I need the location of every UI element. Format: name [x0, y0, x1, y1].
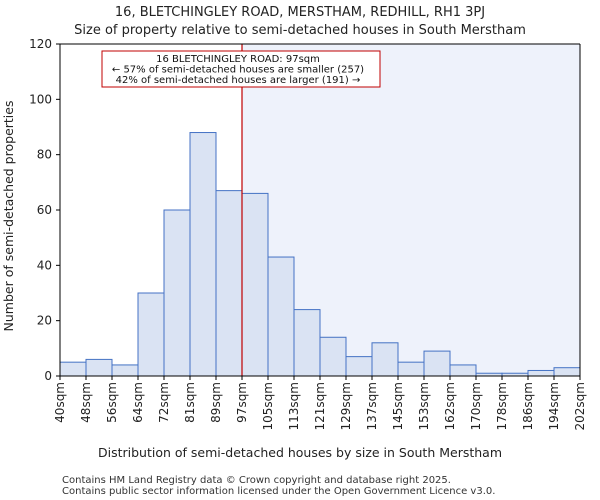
bar-153sqm	[423, 350, 451, 377]
chart-title-line-2: Size of property relative to semi-detach…	[74, 23, 526, 38]
bar-72sqm	[163, 209, 191, 377]
x-tick-label-137sqm: 137sqm	[365, 382, 379, 430]
bar-48sqm	[85, 358, 113, 377]
x-tick-label-153sqm: 153sqm	[417, 382, 431, 430]
x-tick-label-113sqm: 113sqm	[287, 382, 301, 430]
bar-97sqm	[241, 192, 269, 377]
bar-113sqm	[293, 309, 321, 377]
x-tick-label-48sqm: 48sqm	[79, 382, 93, 423]
y-axis-label: Number of semi-detached properties	[1, 101, 16, 332]
x-tick-label-105sqm: 105sqm	[261, 382, 275, 430]
x-tick-label-56sqm: 56sqm	[105, 382, 119, 423]
x-tick-label-40sqm: 40sqm	[53, 382, 67, 423]
x-tick-label-97sqm: 97sqm	[235, 382, 249, 423]
footer-attribution-2: Contains public sector information licen…	[62, 486, 495, 497]
x-tick-label-129sqm: 129sqm	[339, 382, 353, 430]
bar-162sqm	[449, 364, 477, 377]
chart-title-line-1: 16, BLETCHINGLEY ROAD, MERSTHAM, REDHILL…	[115, 5, 485, 20]
x-tick-label-81sqm: 81sqm	[183, 382, 197, 423]
bar-56sqm	[111, 364, 139, 377]
y-tick-label-120: 120	[29, 37, 52, 51]
x-tick-label-145sqm: 145sqm	[391, 382, 405, 430]
annotation-box	[101, 50, 381, 88]
y-tick-label-0: 0	[44, 369, 52, 383]
bar-40sqm	[59, 361, 87, 377]
x-tick-label-178sqm: 178sqm	[495, 382, 509, 430]
y-tick-label-100: 100	[29, 92, 52, 106]
bar-64sqm	[137, 292, 165, 377]
y-tick-label-80: 80	[37, 148, 52, 162]
x-tick-label-162sqm: 162sqm	[443, 382, 457, 430]
footer-attribution-1: Contains HM Land Registry data © Crown c…	[62, 475, 451, 486]
bar-105sqm	[267, 256, 295, 377]
x-tick-label-64sqm: 64sqm	[131, 382, 145, 423]
x-tick-label-170sqm: 170sqm	[469, 382, 483, 430]
bar-121sqm	[319, 336, 347, 377]
bar-194sqm	[553, 367, 581, 377]
x-tick-label-202sqm: 202sqm	[573, 382, 587, 430]
y-tick-label-60: 60	[37, 203, 52, 217]
annotation-line-3: 42% of semi-detached houses are larger (…	[116, 75, 361, 86]
bar-186sqm	[527, 369, 555, 377]
x-axis-label: Distribution of semi-detached houses by …	[98, 445, 502, 460]
annotation-line-1: 16 BLETCHINGLEY ROAD: 97sqm	[156, 54, 320, 65]
plot-area: 0 20 40 60 80 100 120 40sqm 48sqm 56sqm 64sqm 72sqm…	[29, 37, 587, 430]
bar-129sqm	[345, 356, 373, 377]
x-tick-label-194sqm: 194sqm	[547, 382, 561, 430]
x-tick-label-72sqm: 72sqm	[157, 382, 171, 423]
bar-89sqm	[215, 190, 243, 377]
x-tick-label-186sqm: 186sqm	[521, 382, 535, 430]
bar-81sqm	[189, 132, 217, 377]
y-tick-label-20: 20	[37, 314, 52, 328]
y-tick-label-40: 40	[37, 258, 52, 272]
x-tick-label-89sqm: 89sqm	[209, 382, 223, 423]
annotation-line-2: ← 57% of semi-detached houses are smalle…	[112, 65, 364, 76]
bar-145sqm	[397, 361, 425, 377]
x-tick-label-121sqm: 121sqm	[313, 382, 327, 430]
bar-137sqm	[371, 342, 399, 377]
